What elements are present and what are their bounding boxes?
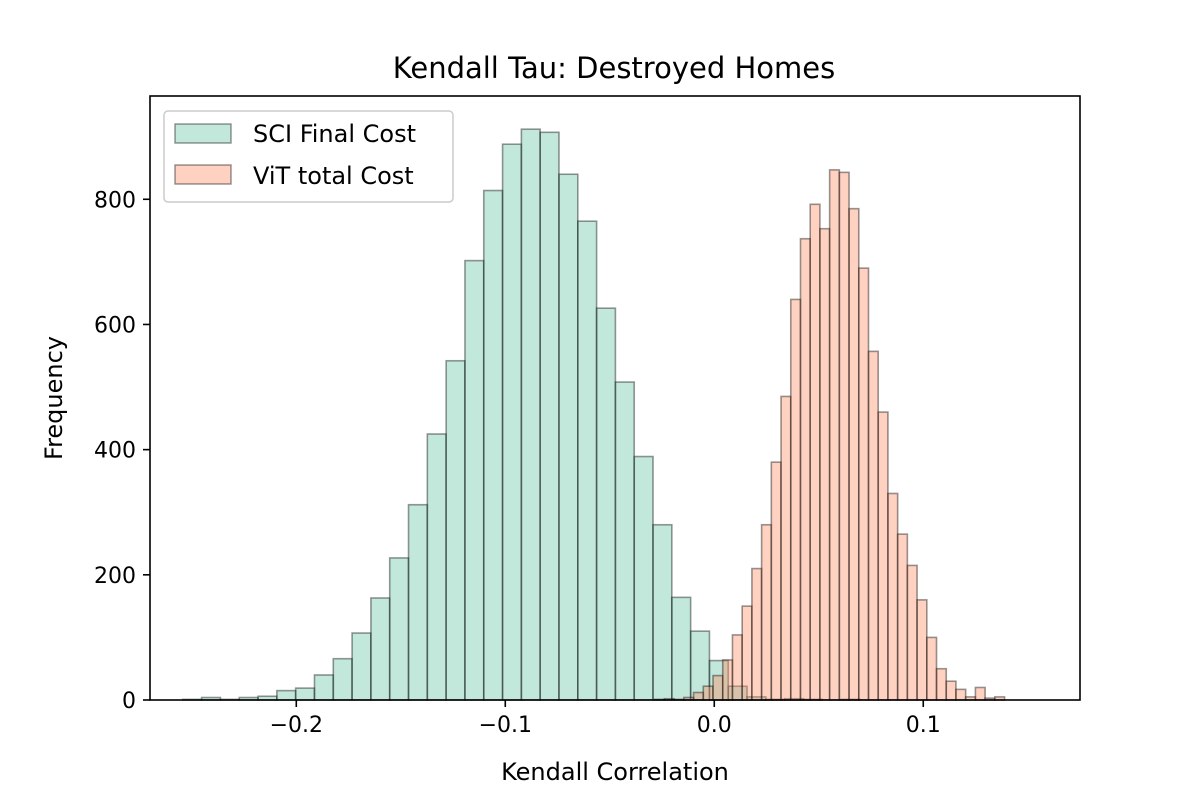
legend: SCI Final Cost ViT total Cost <box>163 110 454 203</box>
histogram-bar <box>520 128 541 701</box>
histogram-bar <box>388 557 410 701</box>
histogram-bar <box>464 259 485 701</box>
histogram-bar <box>916 599 928 701</box>
histogram-bar <box>712 674 724 701</box>
histogram-bar <box>896 533 909 701</box>
legend-swatch-sci-final-cost <box>174 123 232 144</box>
histogram-bar <box>539 131 560 701</box>
histogram-bar <box>276 689 297 701</box>
histogram-bar <box>370 597 391 701</box>
histogram-bar <box>595 307 617 701</box>
histogram-bar <box>576 220 598 701</box>
histogram-bar <box>671 596 692 701</box>
histogram-bar <box>501 143 523 701</box>
histogram-bar <box>780 395 792 701</box>
histogram-bar <box>751 567 763 701</box>
legend-label-vit-total-cost: ViT total Cost <box>253 162 414 190</box>
histogram-bar <box>445 359 466 701</box>
histogram-bar <box>887 492 899 701</box>
y-tick-label: 600 <box>94 313 136 338</box>
y-tick-label: 200 <box>94 564 136 589</box>
histogram-bar <box>741 605 753 701</box>
x-tick-label: −0.2 <box>270 713 323 738</box>
histogram-bar <box>633 455 654 701</box>
histogram-bar <box>838 171 850 701</box>
histogram-bar <box>955 688 967 701</box>
x-tick-label: 0.0 <box>697 713 732 738</box>
plot-frame <box>149 95 1081 701</box>
histogram-bar <box>877 411 889 701</box>
histogram-bar <box>867 350 880 701</box>
series-0 <box>182 128 861 701</box>
histogram-bar <box>313 674 335 701</box>
histogram-bar <box>482 189 504 701</box>
histogram-bar <box>351 632 372 701</box>
x-axis-label: Kendall Correlation <box>501 758 729 786</box>
histogram-bar <box>731 634 743 701</box>
y-tick-label: 800 <box>94 188 136 213</box>
histogram-bar <box>614 381 636 701</box>
histogram-bar <box>789 298 802 701</box>
histogram-bar <box>974 686 986 701</box>
histogram-bar <box>809 203 821 701</box>
histogram-bar <box>760 523 773 701</box>
histogram-bar <box>332 657 353 701</box>
x-tick-label: 0.1 <box>906 713 941 738</box>
histogram-bar <box>407 503 429 701</box>
histogram-bar <box>857 267 870 701</box>
histogram-bar <box>906 564 918 701</box>
histogram-bar <box>945 680 957 701</box>
x-tick-label: −0.1 <box>479 713 532 738</box>
histogram-bar <box>558 173 579 701</box>
histogram-bar <box>721 659 734 701</box>
histogram-bar <box>692 691 705 701</box>
y-tick-label: 0 <box>122 689 136 714</box>
histogram-bar <box>702 685 714 701</box>
legend-label-sci-final-cost: SCI Final Cost <box>253 120 416 148</box>
histogram-bar <box>294 687 316 701</box>
histogram-bar <box>848 207 860 701</box>
legend-swatch-vit-total-cost <box>174 164 232 185</box>
legend-frame <box>163 110 454 203</box>
y-tick-label: 400 <box>94 439 136 464</box>
histogram-bar <box>819 227 831 701</box>
histogram-bar <box>828 169 841 701</box>
chart-title: Kendall Tau: Destroyed Homes <box>393 51 835 85</box>
histogram-bar <box>799 237 811 701</box>
histogram-bar <box>926 636 938 701</box>
y-axis: 0 200 400 600 800 <box>94 188 150 714</box>
histogram-bar <box>652 523 673 701</box>
x-axis: −0.2 −0.1 0.0 0.1 <box>270 700 941 738</box>
bars-layer <box>182 128 1006 701</box>
series-1 <box>653 169 1006 701</box>
histogram-bar <box>770 461 782 701</box>
histogram-bar <box>935 667 948 701</box>
histogram-bar <box>426 433 447 701</box>
y-axis-label: Frequency <box>40 336 68 460</box>
